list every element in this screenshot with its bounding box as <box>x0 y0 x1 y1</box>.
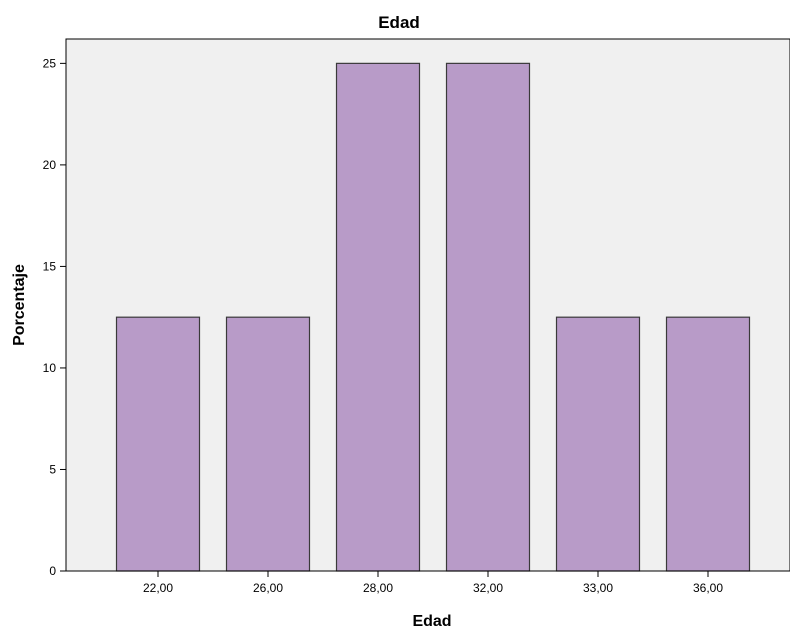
x-tick-label-3: 32,00 <box>473 581 503 595</box>
x-axis: 22,00 26,00 28,00 32,00 33,00 36,00 <box>66 570 790 595</box>
bar-1 <box>225 316 311 572</box>
y-tick-label-4: 20 <box>43 158 57 172</box>
chart-title: Edad <box>378 13 420 32</box>
x-tick-label-1: 26,00 <box>253 581 283 595</box>
x-tick-label-0: 22,00 <box>143 581 173 595</box>
y-tick-label-2: 10 <box>43 361 57 375</box>
bar-3 <box>445 62 531 572</box>
bar-5 <box>665 316 751 572</box>
bar-4 <box>555 316 641 572</box>
y-axis: 0 5 10 15 20 25 <box>43 39 67 578</box>
x-tick-label-5: 36,00 <box>693 581 723 595</box>
y-tick-label-5: 25 <box>43 56 57 70</box>
x-tick-label-4: 33,00 <box>583 581 613 595</box>
bars-group <box>115 62 751 572</box>
y-tick-label-3: 15 <box>43 259 57 273</box>
x-axis-label: Edad <box>412 613 451 630</box>
y-tick-label-0: 0 <box>49 564 56 578</box>
x-tick-label-2: 28,00 <box>363 581 393 595</box>
y-axis-label: Porcentaje <box>11 264 28 346</box>
y-tick-label-1: 5 <box>49 462 56 476</box>
bar-0 <box>115 316 201 572</box>
bar-2 <box>335 62 421 572</box>
